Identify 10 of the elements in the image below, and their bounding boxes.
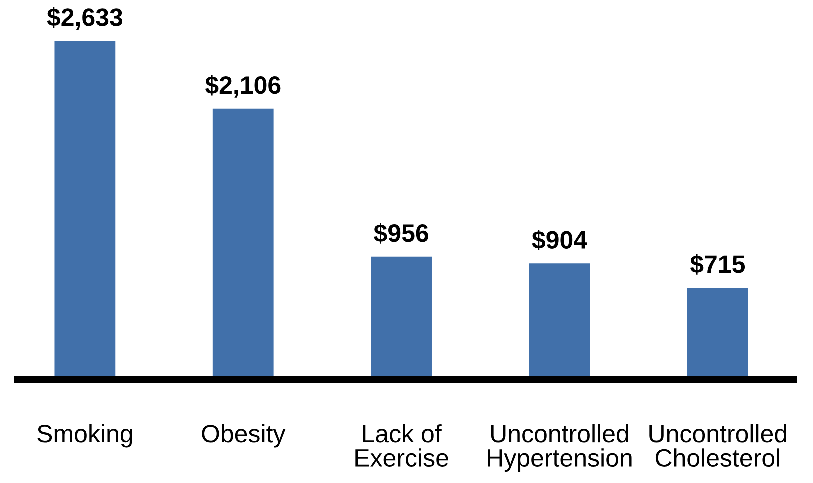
x-tick-label: Uncontrolled Hypertension [488, 424, 632, 472]
data-label: $956 [374, 223, 428, 244]
x-tick-label: Obesity [202, 424, 286, 448]
x-tick-label: Lack of Exercise [356, 424, 448, 468]
data-label: $715 [690, 254, 746, 275]
x-tick-label: Smoking [38, 424, 132, 448]
data-label: $904 [532, 230, 588, 251]
data-label: $2,633 [47, 8, 123, 30]
data-label: $2,106 [205, 75, 281, 98]
x-tick-label: Uncontrolled Cholesterol [650, 424, 786, 468]
